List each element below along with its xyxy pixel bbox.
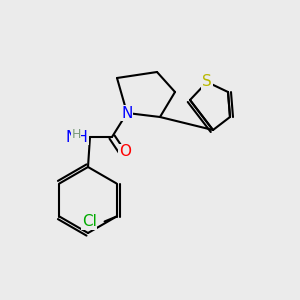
- Text: S: S: [202, 74, 212, 89]
- Text: Cl: Cl: [82, 214, 97, 229]
- Text: H: H: [71, 128, 81, 142]
- Text: O: O: [119, 145, 131, 160]
- Text: N: N: [121, 106, 133, 121]
- Text: NH: NH: [65, 130, 88, 145]
